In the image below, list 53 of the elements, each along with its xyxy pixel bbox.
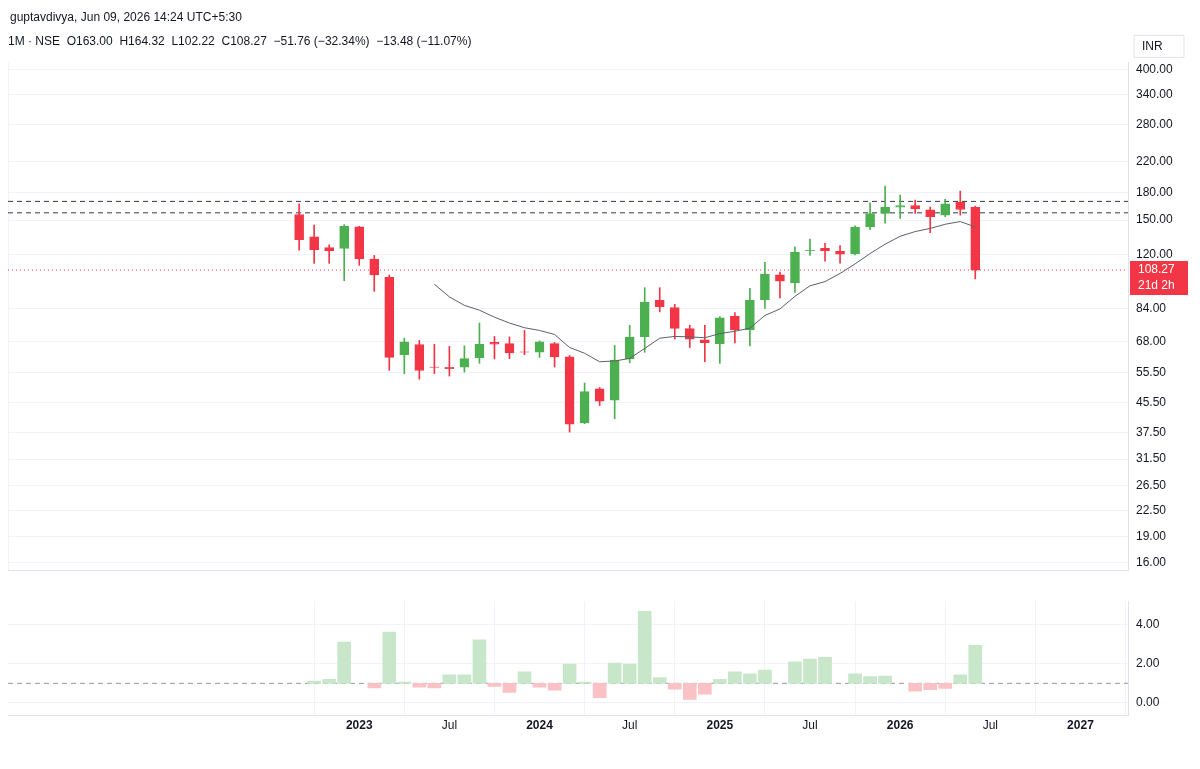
candlestick [835, 245, 845, 264]
y-tick-label: 340.00 [1136, 87, 1174, 102]
bar [472, 639, 487, 684]
y-tick-label: 55.50 [1136, 364, 1167, 379]
candlestick [895, 194, 905, 219]
x-tick-label: 2025 [706, 718, 734, 733]
bar [427, 683, 442, 689]
bar [517, 671, 532, 684]
x-tick-label: Jul [441, 718, 458, 733]
bar [592, 683, 607, 698]
x-tick-label: Jul [622, 718, 638, 733]
x-tick-label: 2023 [345, 718, 373, 733]
y-tick-label: 16.00 [1136, 555, 1167, 570]
bar [502, 683, 517, 693]
ref-line-label: 108.27 21d 2h [1138, 262, 1176, 293]
y-tick-label: 280.00 [1136, 116, 1174, 131]
text: guptavdivya, Jun 09, 2026 14:24 UTC+5:30 [10, 10, 242, 24]
y-tick-label: 180.00 [1136, 184, 1174, 199]
candlestick [699, 324, 710, 363]
x-tick-label: Jul [802, 718, 818, 733]
y-tick-label: 0.00 [1136, 695, 1160, 710]
y-tick-label: 400.00 [1136, 62, 1174, 77]
x-tick-label: Jul [982, 718, 998, 733]
bar [457, 674, 472, 684]
y-tick-label: 84.00 [1136, 301, 1167, 316]
x-tick-label: 2024 [526, 718, 554, 733]
candlestick [324, 244, 335, 264]
y-tick-label: 68.00 [1136, 333, 1167, 348]
bar [412, 683, 427, 688]
y-tick-label: 31.50 [1136, 451, 1167, 466]
y-tick-label: 120.00 [1136, 246, 1174, 261]
y-axis-title: INR [1142, 38, 1163, 53]
bar [442, 674, 457, 684]
x-tick-label: 2026 [886, 718, 914, 733]
bar [367, 683, 382, 689]
y-tick-label: 26.50 [1136, 477, 1167, 492]
y-tick-label: 37.50 [1136, 424, 1167, 439]
y-tick-label: 220.00 [1136, 153, 1174, 168]
bar [562, 663, 577, 684]
y-tick-label: 2.00 [1136, 656, 1160, 671]
chart-title: 1M · NSE O163.00 H164.32 L102.22 C108.27 −51.76 (−32.34%) −13.48 (−11.07%) [8, 33, 472, 48]
y-tick-label: 4.00 [1136, 616, 1160, 631]
bar [487, 683, 502, 687]
bar [607, 662, 622, 684]
x-tick-label: 2027 [1067, 718, 1095, 733]
y-tick-label: 19.00 [1136, 528, 1167, 543]
y-tick-label: 45.50 [1136, 395, 1167, 410]
bar [577, 681, 592, 684]
candlestick [880, 185, 890, 224]
y-tick-label: 150.00 [1136, 212, 1174, 227]
bar [547, 683, 562, 691]
candlestick [805, 238, 815, 256]
y-tick-label: 22.50 [1136, 503, 1167, 518]
